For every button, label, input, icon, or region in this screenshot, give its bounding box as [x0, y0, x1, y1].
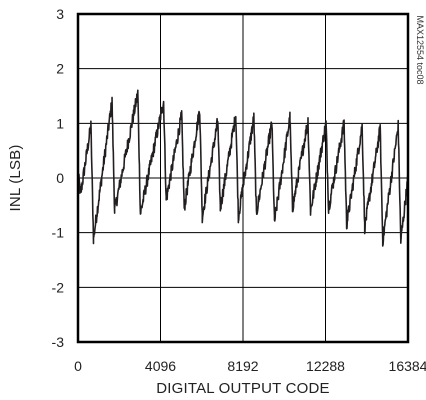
x-tick-label: 12288: [306, 358, 345, 374]
inl-series-line: [77, 89, 409, 247]
x-tick-labels: 0 4096 8192 12288 16384: [74, 358, 426, 374]
y-tick-label: 1: [56, 115, 64, 131]
plot-frame: [76, 12, 410, 344]
grid: [78, 14, 408, 342]
y-tick-label: 3: [56, 6, 64, 22]
y-tick-label: 2: [56, 61, 64, 77]
x-tick-label: 4096: [145, 358, 176, 374]
x-tick-label: 0: [74, 358, 82, 374]
y-tick-label: -1: [52, 225, 65, 241]
y-tick-label: -2: [52, 279, 65, 295]
x-tick-label: 8192: [227, 358, 258, 374]
part-number-annotation: MAX12554 toc08: [415, 15, 425, 84]
y-tick-labels: -3 -2 -1 0 1 2 3: [52, 6, 65, 350]
x-axis-label: DIGITAL OUTPUT CODE: [156, 380, 330, 397]
y-axis-label: INL (LSB): [7, 144, 24, 211]
y-tick-label: 0: [56, 170, 64, 186]
y-tick-label: -3: [52, 334, 65, 350]
x-tick-label: 16384: [389, 358, 426, 374]
series-trace: [77, 89, 409, 247]
